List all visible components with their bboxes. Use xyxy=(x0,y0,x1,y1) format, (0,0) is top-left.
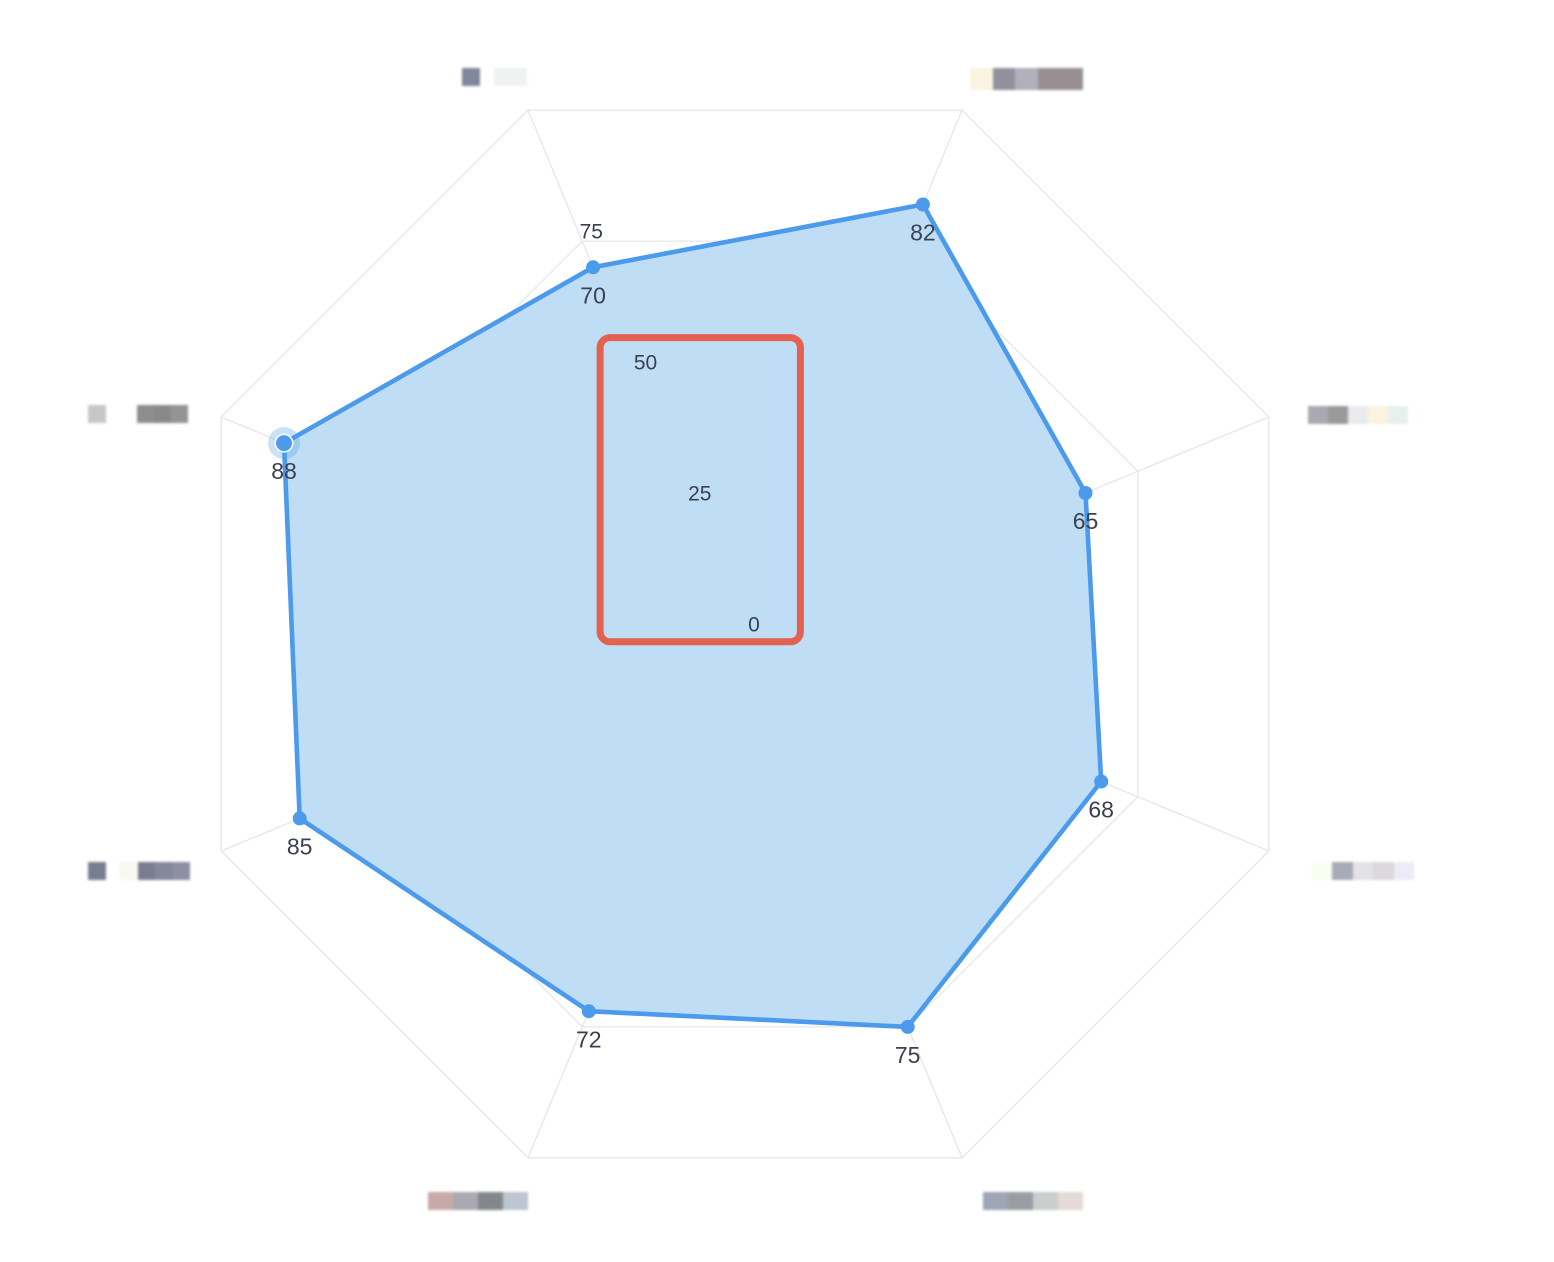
svg-text:68: 68 xyxy=(1088,797,1114,823)
svg-text:72: 72 xyxy=(576,1026,602,1052)
svg-text:70: 70 xyxy=(580,282,606,308)
svg-text:85: 85 xyxy=(287,833,313,859)
svg-text:0: 0 xyxy=(748,614,760,637)
svg-text:75: 75 xyxy=(895,1042,921,1068)
svg-text:88: 88 xyxy=(271,458,297,484)
svg-text:25: 25 xyxy=(688,483,711,506)
svg-text:50: 50 xyxy=(634,352,657,375)
svg-text:82: 82 xyxy=(910,220,936,246)
svg-text:65: 65 xyxy=(1073,508,1099,534)
svg-text:75: 75 xyxy=(580,221,603,244)
